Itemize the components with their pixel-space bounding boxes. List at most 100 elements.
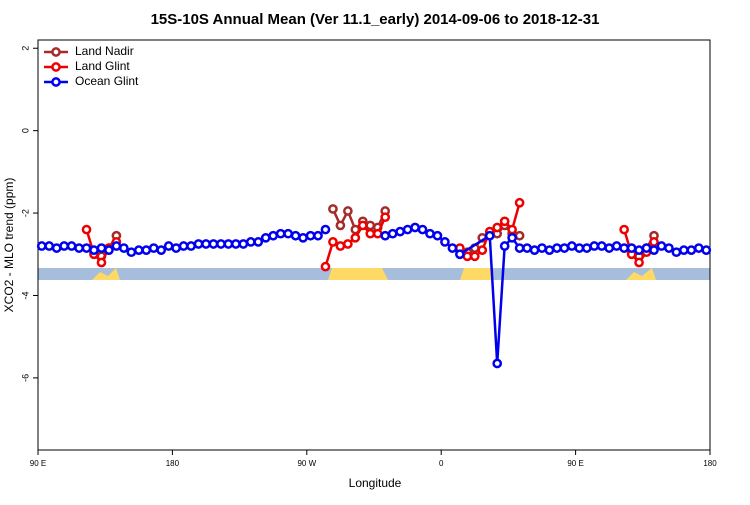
point [447, 243, 458, 253]
point [328, 204, 338, 214]
y-tick-label: -4 [20, 291, 30, 299]
point [156, 245, 167, 256]
chart-title: 15S-10S Annual Mean (Ver 11.1_early) 201… [151, 11, 600, 28]
point [178, 241, 189, 251]
point [634, 245, 644, 256]
y-tick-label: 2 [20, 46, 30, 51]
point [701, 245, 712, 256]
point [574, 243, 585, 253]
point [119, 243, 129, 253]
point [223, 239, 234, 249]
point [380, 230, 391, 241]
point [387, 228, 398, 239]
point [208, 239, 219, 249]
point [462, 251, 473, 262]
point [343, 239, 353, 249]
point [275, 228, 286, 239]
point [104, 245, 114, 256]
point [126, 247, 137, 258]
point [619, 224, 629, 235]
point [514, 243, 525, 253]
point [36, 241, 47, 251]
point [372, 228, 383, 239]
point [245, 237, 256, 247]
x-axis-label: Longitude [349, 476, 402, 490]
point [634, 257, 644, 268]
point [298, 232, 308, 243]
point [514, 197, 525, 208]
point [469, 251, 480, 262]
point [133, 245, 144, 256]
point [492, 358, 503, 369]
legend-marker [51, 62, 61, 72]
point [492, 222, 503, 233]
point [260, 232, 271, 243]
point [395, 226, 405, 237]
point [201, 239, 211, 249]
point [365, 220, 376, 231]
point [611, 241, 622, 251]
point [343, 206, 353, 216]
y-tick-label: -6 [20, 374, 30, 382]
point [499, 216, 510, 227]
point [141, 245, 152, 256]
point [484, 230, 495, 241]
point [529, 245, 540, 256]
legend-label: Land Nadir [75, 44, 134, 58]
y-tick-label: -2 [20, 209, 30, 217]
y-tick-label: 0 [20, 128, 30, 133]
point [693, 243, 704, 253]
point [417, 224, 428, 235]
point [193, 239, 204, 249]
point [89, 245, 99, 256]
point [671, 247, 682, 258]
point [380, 212, 391, 223]
point [567, 241, 577, 251]
point [81, 224, 92, 235]
point [44, 241, 55, 251]
point [111, 241, 122, 251]
x-tick-label: 180 [703, 459, 717, 468]
point [51, 243, 62, 253]
point [581, 243, 592, 253]
x-tick-label: 90 E [567, 459, 583, 468]
point [686, 245, 697, 256]
point [432, 230, 443, 241]
point [499, 241, 510, 251]
x-tick-label: 180 [166, 459, 180, 468]
point [679, 245, 689, 256]
point [619, 243, 629, 253]
point [664, 243, 674, 253]
point [455, 249, 465, 260]
point [253, 237, 264, 247]
y-axis-label: XCO2 - MLO trend (ppm) [2, 178, 16, 313]
point [604, 243, 615, 253]
point [507, 232, 517, 243]
x-tick-label: 0 [439, 459, 444, 468]
point [365, 228, 376, 239]
point [96, 243, 107, 253]
point [537, 243, 547, 253]
land-ocean-strip [38, 268, 710, 280]
legend-marker [51, 47, 61, 57]
point [238, 239, 249, 249]
point [59, 241, 69, 251]
point [507, 224, 517, 235]
point [320, 224, 331, 235]
point [596, 241, 607, 251]
point [649, 237, 659, 247]
point [626, 243, 637, 253]
x-tick-label: 90 E [30, 459, 46, 468]
point [283, 228, 293, 239]
point [440, 237, 450, 247]
point [335, 220, 346, 231]
point [216, 239, 226, 249]
point [559, 243, 570, 253]
point [402, 224, 413, 235]
point [231, 239, 241, 249]
point [66, 241, 77, 251]
point [649, 245, 659, 256]
point [589, 241, 600, 251]
point [320, 261, 331, 272]
